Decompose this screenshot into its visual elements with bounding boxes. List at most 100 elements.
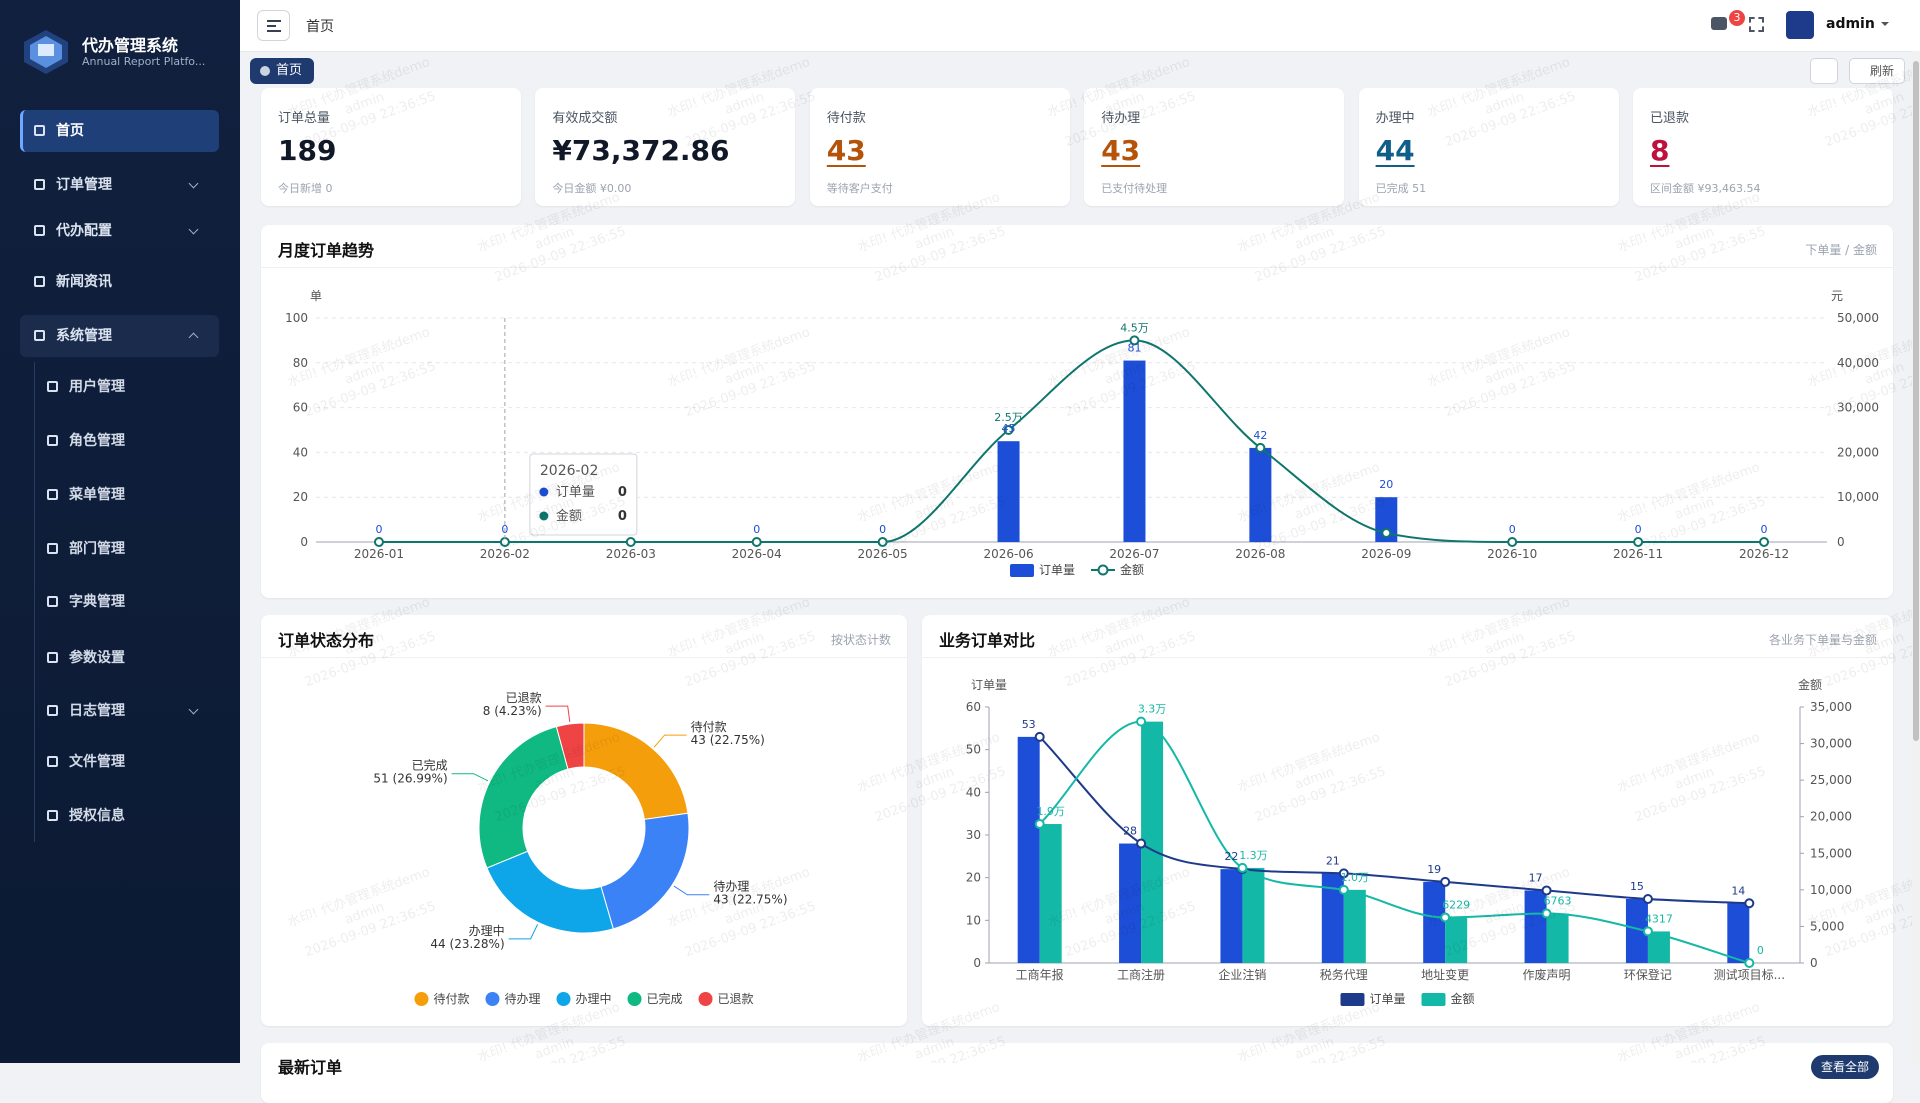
brand-title: 代办管理系统 (82, 36, 179, 55)
avatar[interactable] (1786, 11, 1814, 39)
tab-home[interactable]: 首页 (250, 58, 315, 84)
y-tick-label: 10 (966, 913, 981, 927)
pie-leader (673, 885, 710, 896)
tabs-collapse[interactable] (1810, 58, 1838, 84)
x-tick-label: 2026-03 (606, 547, 656, 561)
menu-icon (47, 756, 58, 767)
bar (1423, 881, 1446, 963)
chart: 订单量 金额010203040506005,00010,00015,00020,0… (966, 677, 1852, 1006)
pie-value-label: 44 (23.28%) (430, 937, 504, 951)
legend-item: 金额 (1091, 562, 1144, 577)
submenu-item[interactable]: 日志管理 (20, 690, 219, 732)
menu-toggle[interactable] (257, 10, 290, 41)
line-point (1034, 819, 1045, 830)
status-panel: 订单状态分布 按状态计数 待付款 43 (22.75%) 待办理 43 (22.75%… (261, 615, 907, 1026)
pie-leader (508, 924, 539, 940)
menu-item[interactable]: 代办配置 (20, 210, 219, 252)
tooltip-title: 2026-02 (540, 463, 599, 479)
divider (922, 657, 1893, 658)
stat-card: 办理中 44 已完成 51 (1358, 88, 1619, 206)
line-point (1642, 894, 1653, 904)
menu-arrow (188, 224, 199, 235)
menu-icon (47, 810, 58, 821)
line-point (1440, 876, 1451, 887)
menu-item[interactable]: 系统管理 (20, 315, 219, 357)
menu-icon (47, 705, 58, 716)
legend-label: 订单量 (1369, 992, 1405, 1006)
legend: 订单量 金额 (1009, 562, 1144, 577)
pie-leader (653, 734, 687, 748)
bar (1625, 899, 1648, 963)
menu-item[interactable]: 订单管理 (20, 164, 219, 206)
pie-slice (486, 850, 614, 934)
panel-subtitle: 下单量 / 金额 (1805, 243, 1877, 257)
refresh-button[interactable]: 刷新 (1849, 58, 1906, 84)
stat-label: 已退款 (1650, 111, 1690, 126)
line-point (1541, 885, 1552, 896)
submenu-item[interactable]: 角色管理 (20, 420, 219, 462)
panel-title: 订单状态分布 (278, 631, 375, 650)
x-tick-label: 2026-12 (1739, 547, 1789, 561)
y-tick-label: 60 (293, 401, 308, 415)
submenu-item[interactable]: 部门管理 (20, 528, 219, 570)
data-label: 19 (1427, 863, 1441, 876)
stat-sub: 今日金额 ¥0.00 (552, 182, 632, 195)
legend-swatch (1421, 993, 1446, 1006)
scrollbar (1912, 51, 1920, 1063)
submenu-item[interactable]: 文件管理 (20, 741, 219, 783)
tooltip: 2026-02 订单量 0 金额 0 (529, 453, 638, 536)
submenu-item[interactable]: 授权信息 (20, 795, 219, 837)
y2-tick-label: 5,000 (1810, 919, 1844, 933)
stat-value: 44 (1375, 134, 1415, 167)
menu-icon (47, 489, 58, 500)
bar (1343, 889, 1366, 963)
data-label: 0 (1509, 523, 1516, 536)
stat-sub: 已支付待处理 (1101, 182, 1168, 195)
y-tick-label: 0 (973, 956, 981, 970)
sidebar: 代办管理系统 Annual Report Platfo... 首页 订单管理 代办配… (0, 0, 240, 1063)
menu-item[interactable]: 首页 (20, 110, 219, 152)
bar (1647, 931, 1670, 963)
data-label: 4.5万 (1120, 321, 1149, 334)
bar (1220, 869, 1243, 963)
business-panel: 业务订单对比 各业务下单量与金额 订单量 金额 0 10 20 30 40 50 60 0 5,00… (922, 615, 1893, 1026)
data-label: 21 (1326, 854, 1340, 867)
chart: 单 元 0 20 40 60 80 100 0 10,000 20,000 30,000 40,000 5… (285, 289, 1879, 577)
x-tick-label: 2026-05 (858, 547, 908, 561)
stat-value: 189 (278, 134, 337, 167)
menu-icon (34, 276, 45, 287)
y2-tick-label: 20,000 (1837, 445, 1879, 459)
stat-value: ¥73,372.86 (552, 134, 730, 167)
stat-label: 待办理 (1101, 111, 1141, 126)
line-point (1237, 862, 1248, 873)
y-axis-title: 订单量 (971, 678, 1007, 692)
menu-item[interactable]: 新闻资讯 (20, 261, 219, 303)
menu-icon (34, 330, 45, 341)
user-caret[interactable] (1881, 22, 1889, 30)
line-point (1338, 868, 1349, 879)
line-point (1541, 908, 1552, 919)
messages-icon[interactable] (1711, 17, 1727, 30)
view-all-button[interactable]: 查看全部 (1810, 1055, 1879, 1079)
data-label: 1.0万 (1341, 871, 1370, 884)
y2-tick-label: 10,000 (1810, 883, 1852, 897)
submenu-item[interactable]: 字典管理 (20, 581, 219, 623)
bar (1249, 447, 1272, 542)
submenu-item[interactable]: 参数设置 (20, 637, 219, 679)
data-label: 0 (375, 523, 382, 536)
pie-value-label: 8 (4.23%) (483, 704, 542, 718)
bar (1141, 721, 1164, 963)
monthly-panel: 月度订单趋势 下单量 / 金额 单 元 0 20 40 60 80 100 0 10,000 20,… (261, 225, 1893, 598)
user-name[interactable]: admin (1826, 16, 1875, 32)
y-tick-label: 50 (966, 743, 981, 757)
line-point (373, 537, 384, 547)
fullscreen-icon[interactable] (1749, 17, 1764, 32)
stat-value: 43 (826, 134, 866, 167)
submenu-item[interactable]: 菜单管理 (20, 474, 219, 516)
y-tick-label: 40 (293, 445, 308, 459)
x-tick-label: 环保登记 (1624, 967, 1672, 982)
submenu-item[interactable]: 用户管理 (20, 366, 219, 408)
legend-item: 待办理 (485, 991, 540, 1006)
data-label: 6763 (1544, 895, 1572, 908)
